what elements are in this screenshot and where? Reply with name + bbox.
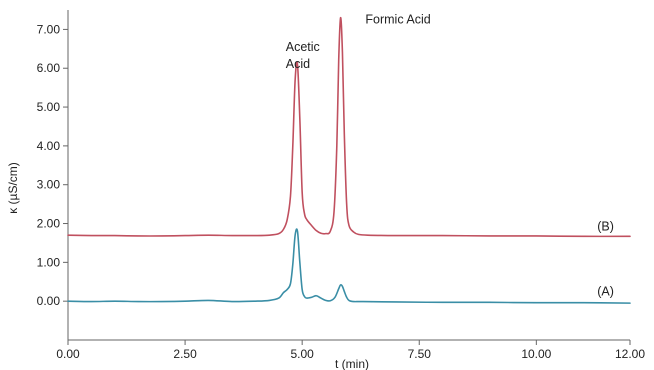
y-tick-label: 3.00 — [37, 178, 61, 192]
annotation-label: Acid — [286, 57, 310, 71]
y-tick-label: 0.00 — [37, 294, 61, 308]
axes — [67, 10, 630, 341]
annotation-label: Acetic — [286, 40, 320, 54]
series-line-b — [67, 16, 631, 238]
annotation-label: Formic Acid — [365, 13, 430, 27]
y-tick-label: 5.00 — [37, 100, 61, 114]
series-layer — [67, 16, 631, 304]
y-tick-label: 6.00 — [37, 61, 61, 75]
y-tick-label: 7.00 — [37, 22, 61, 36]
x-tick-label: 5.00 — [290, 347, 314, 361]
annotation-label: (A) — [597, 284, 614, 298]
y-tick-label: 1.00 — [37, 255, 61, 269]
x-tick-label: 2.50 — [173, 347, 197, 361]
x-tick-label: 12.00 — [615, 347, 645, 361]
x-axis-title: t (min) — [335, 357, 369, 370]
y-tick-label: 2.00 — [37, 217, 61, 231]
x-tick-label: 7.50 — [408, 347, 432, 361]
y-tick-label: 4.00 — [37, 139, 61, 153]
x-ticks: 0.00 2.50 5.00 7.50 10.00 12.00 — [56, 340, 645, 361]
annotation-layer: Acetic Acid Formic Acid (B) (A) — [286, 13, 614, 299]
x-tick-label: 10.00 — [521, 347, 551, 361]
y-ticks: 0.00 1.00 2.00 3.00 4.00 5.00 6.00 7.00 — [37, 22, 68, 308]
x-tick-label: 0.00 — [56, 347, 80, 361]
annotation-label: (B) — [597, 220, 614, 234]
y-axis-title: κ (µS/cm) — [6, 162, 20, 214]
series-line-a — [67, 228, 631, 304]
